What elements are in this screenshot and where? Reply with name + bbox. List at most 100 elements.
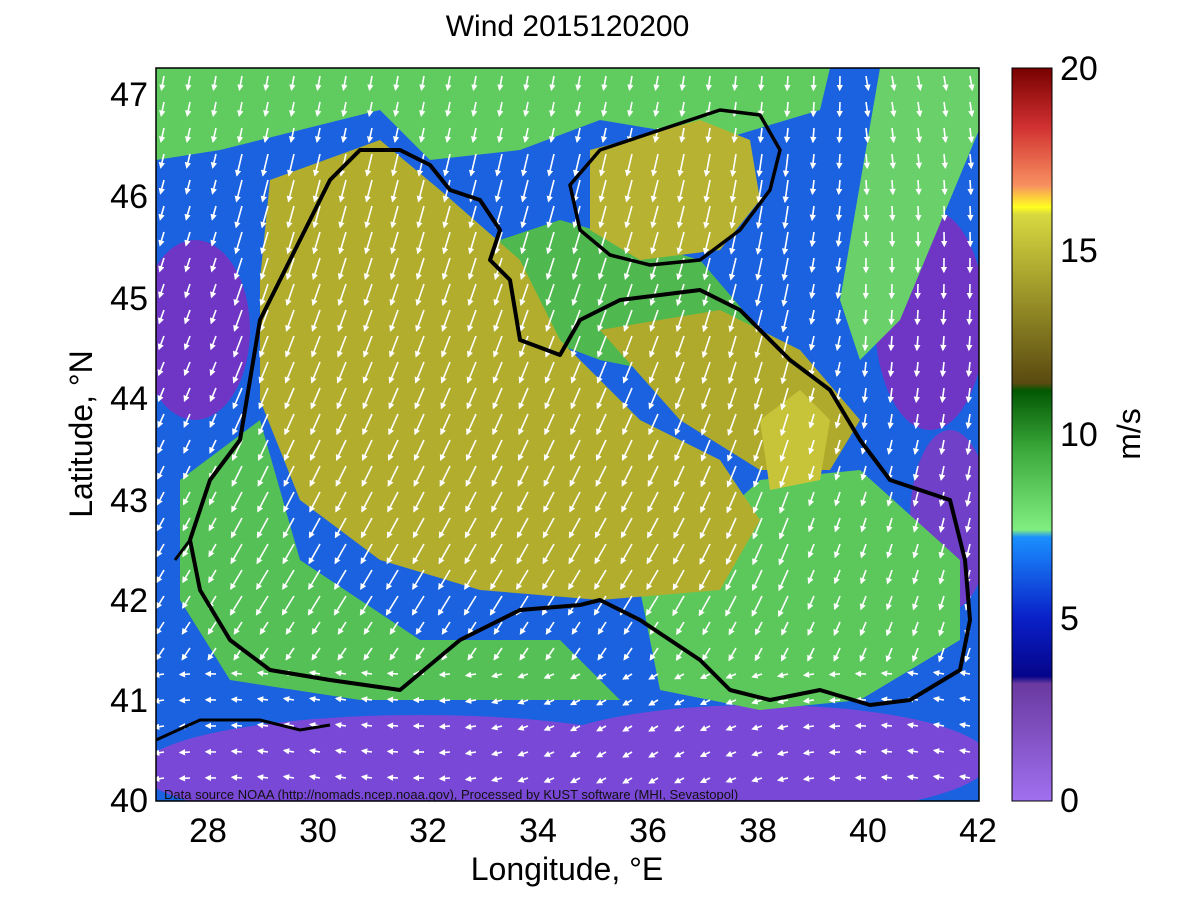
wind-arrow bbox=[519, 257, 529, 281]
wind-arrow bbox=[520, 153, 529, 177]
wind-arrow bbox=[938, 621, 945, 637]
wind-arrow bbox=[263, 101, 270, 117]
wind-arrow bbox=[389, 309, 399, 332]
wind-arrow bbox=[544, 387, 555, 410]
wind-arrow bbox=[416, 205, 425, 229]
wind-arrow bbox=[756, 153, 763, 178]
wind-arrow bbox=[256, 543, 269, 565]
wind-arrow bbox=[184, 205, 191, 221]
wind-arrow bbox=[828, 723, 841, 730]
wind-arrow bbox=[542, 543, 555, 565]
wind-arrow bbox=[782, 179, 789, 204]
wind-arrow bbox=[390, 231, 399, 255]
wind-arrow bbox=[494, 179, 503, 203]
wind-arrow bbox=[600, 127, 608, 143]
colorbar-scale bbox=[1011, 67, 1053, 802]
wind-arrow bbox=[836, 101, 843, 118]
wind-arrow bbox=[260, 153, 269, 177]
wind-arrow bbox=[419, 101, 426, 117]
wind-arrow bbox=[390, 153, 399, 177]
wind-arrow bbox=[157, 309, 165, 325]
wind-arrow bbox=[755, 205, 763, 229]
wind-arrow bbox=[390, 179, 399, 203]
wind-arrow bbox=[491, 672, 503, 679]
wind-arrow bbox=[833, 621, 841, 636]
wind-arrow bbox=[808, 361, 815, 377]
wind-arrow bbox=[442, 179, 451, 203]
wind-arrow bbox=[673, 491, 685, 513]
wind-arrow bbox=[210, 231, 217, 247]
wind-arrow bbox=[416, 153, 425, 177]
wind-arrow bbox=[755, 257, 763, 281]
wind-arrow bbox=[916, 101, 923, 118]
wind-arrow bbox=[367, 75, 374, 92]
wind-arrow bbox=[627, 101, 634, 117]
wind-arrow bbox=[209, 361, 217, 377]
wind-arrow bbox=[596, 361, 607, 384]
wind-arrow bbox=[725, 595, 737, 617]
wind-arrow bbox=[185, 101, 192, 117]
wind-arrow bbox=[906, 670, 919, 677]
wind-arrow bbox=[778, 517, 789, 540]
wind-arrow bbox=[364, 153, 373, 177]
wind-arrow bbox=[601, 101, 608, 117]
wind-arrow bbox=[650, 205, 659, 229]
wind-arrow bbox=[442, 153, 451, 177]
wind-arrow bbox=[545, 283, 555, 307]
wind-arrow bbox=[520, 179, 529, 203]
wind-arrow bbox=[863, 127, 871, 144]
wind-arrow bbox=[784, 101, 791, 118]
wind-arrow bbox=[912, 465, 920, 481]
wind-arrow bbox=[807, 569, 815, 585]
wind-arrow bbox=[156, 543, 165, 558]
wind-arrow bbox=[570, 387, 581, 410]
wind-arrow bbox=[913, 387, 921, 404]
colorbar-tick-label: 15 bbox=[1060, 232, 1098, 270]
wind-arrow bbox=[544, 413, 555, 436]
wind-arrow bbox=[700, 465, 711, 488]
wind-arrow bbox=[780, 361, 789, 385]
azov-sea-coastline bbox=[568, 108, 782, 267]
wind-arrow bbox=[915, 179, 922, 196]
wind-arrow bbox=[516, 543, 529, 565]
wind-arrow bbox=[386, 696, 399, 703]
wind-arrow bbox=[809, 205, 816, 222]
wind-arrow bbox=[906, 748, 919, 755]
wind-arrow bbox=[491, 439, 503, 462]
wind-arrow bbox=[754, 621, 763, 636]
wind-arrow bbox=[232, 413, 243, 436]
wind-arrow bbox=[282, 722, 295, 729]
y-tick-label: 42 bbox=[110, 582, 148, 620]
wind-arrow bbox=[938, 569, 945, 585]
wind-arrow bbox=[624, 179, 633, 203]
wind-arrow bbox=[518, 361, 529, 384]
wind-arrow bbox=[284, 361, 295, 384]
wind-arrow bbox=[778, 543, 789, 566]
wind-arrow bbox=[571, 257, 581, 281]
wind-arrow bbox=[862, 309, 869, 326]
wind-arrow bbox=[648, 387, 659, 410]
wind-arrow bbox=[388, 335, 399, 358]
wind-arrow bbox=[702, 231, 711, 255]
wind-arrow bbox=[546, 153, 555, 177]
wind-arrow bbox=[594, 569, 607, 591]
wind-arrow bbox=[156, 775, 165, 782]
wind-arrow bbox=[184, 283, 191, 299]
wind-arrow bbox=[237, 75, 244, 92]
wind-arrow bbox=[912, 595, 919, 611]
wind-arrow bbox=[702, 647, 711, 662]
wind-arrow bbox=[753, 439, 763, 462]
wind-arrow bbox=[958, 748, 971, 755]
wind-arrow bbox=[310, 335, 321, 358]
wind-arrow bbox=[361, 439, 373, 462]
wind-arrow bbox=[230, 543, 243, 565]
wind-arrow bbox=[781, 621, 789, 636]
wind-arrow bbox=[808, 439, 815, 455]
wind-arrow bbox=[776, 749, 789, 757]
wind-arrow bbox=[725, 750, 737, 757]
wind-arrow bbox=[779, 491, 789, 514]
wind-arrow bbox=[833, 647, 841, 662]
wind-arrow bbox=[389, 647, 399, 661]
wind-arrow bbox=[939, 361, 947, 378]
wind-arrow bbox=[464, 543, 477, 565]
